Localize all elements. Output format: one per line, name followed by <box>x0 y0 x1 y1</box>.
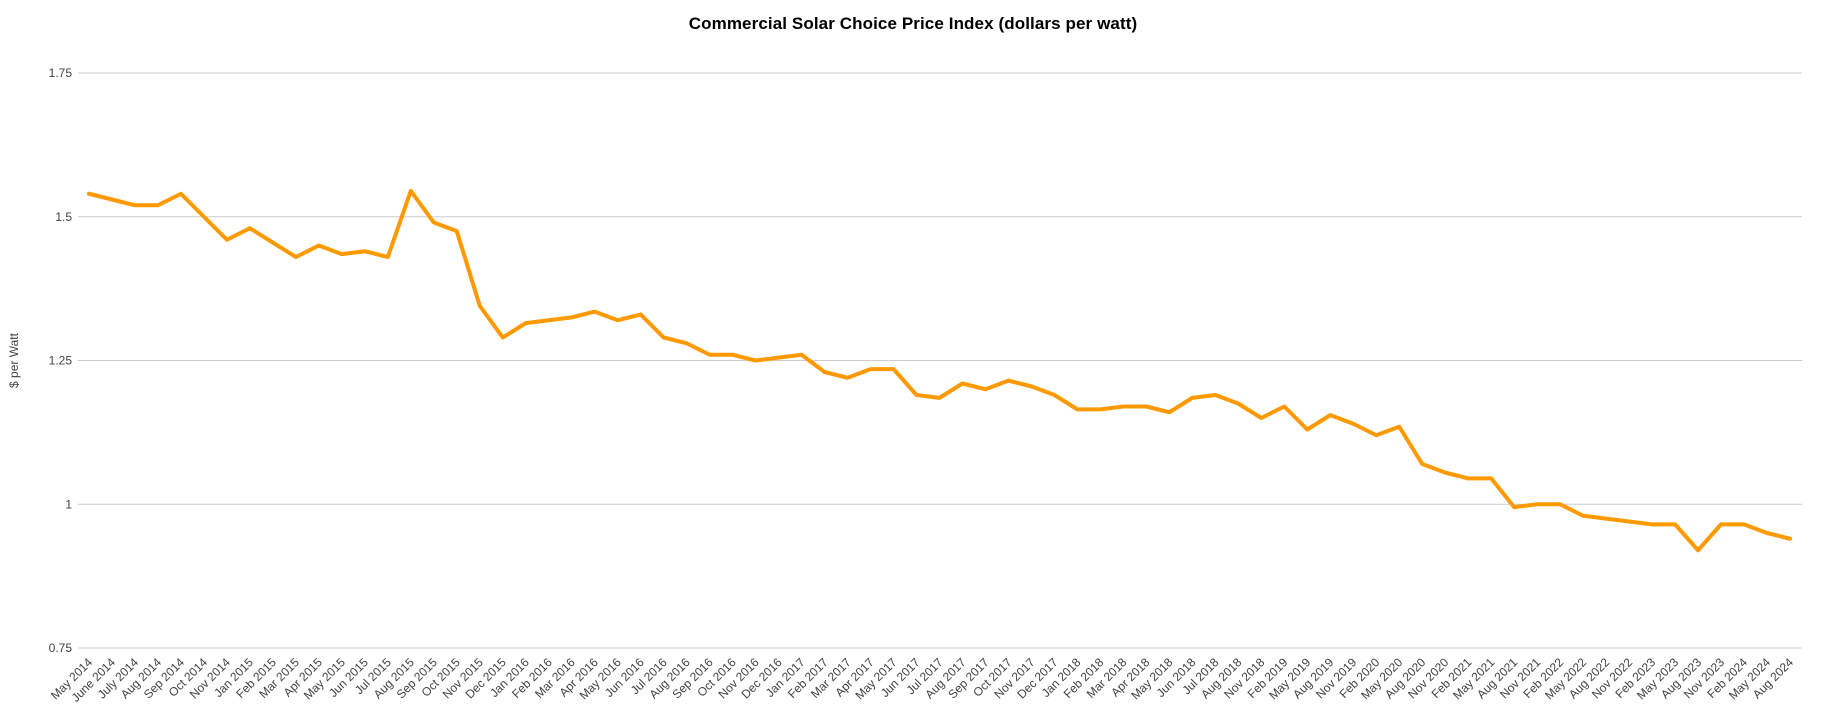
y-tick-label: 1.75 <box>49 66 73 80</box>
y-tick-label: 1 <box>65 497 72 511</box>
y-tick-label: 1.5 <box>55 210 72 224</box>
chart-title: Commercial Solar Choice Price Index (dol… <box>688 14 1138 33</box>
y-axis-title: $ per Watt <box>7 332 21 388</box>
price-index-line <box>87 188 1792 553</box>
y-tick-label: 1.25 <box>49 354 73 368</box>
y-tick-label: 0.75 <box>49 641 73 655</box>
